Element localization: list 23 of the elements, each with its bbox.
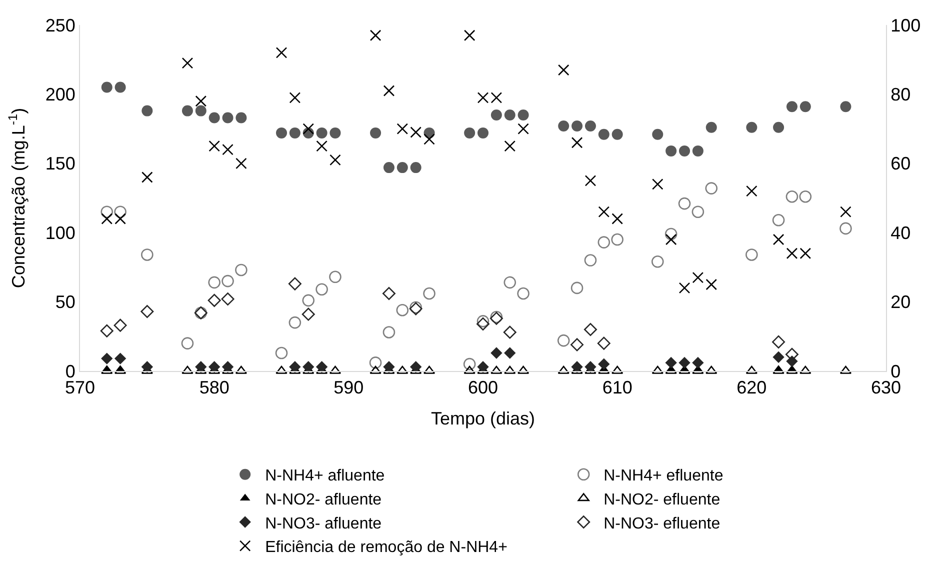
y2-tick-label: 20 (890, 292, 911, 312)
legend-label: N-NO2- efluente (604, 491, 720, 508)
legend-label: N-NH4+ efluente (604, 468, 724, 485)
y-tick-label: 50 (55, 292, 76, 312)
y2-tick-label: 80 (890, 84, 911, 104)
x-tick-label: 580 (199, 378, 230, 398)
legend-label: N-NO3- efluente (604, 515, 720, 532)
y-tick-label: 200 (45, 84, 76, 104)
y-tick-label: 250 (45, 15, 76, 36)
x-axis-title: Tempo (dias) (430, 408, 536, 429)
x-tick-label: 610 (602, 378, 632, 398)
legend-label: N-NH4+ afluente (265, 468, 385, 485)
legend-label: N-NO3- afluente (265, 515, 382, 532)
y2-tick-label: 40 (890, 222, 911, 243)
y2-tick-label: 100 (890, 15, 921, 36)
legend-label: N-NO2- afluente (265, 491, 382, 508)
x-tick-label: 600 (468, 378, 498, 398)
x-tick-label: 620 (736, 378, 767, 398)
y2-tick-label: 60 (890, 154, 911, 174)
y-tick-label: 150 (45, 154, 76, 174)
x-tick-label: 590 (334, 378, 364, 398)
y-tick-label: 100 (45, 222, 76, 243)
legend-label: Eficiência de remoção de N-NH4+ (265, 539, 508, 556)
